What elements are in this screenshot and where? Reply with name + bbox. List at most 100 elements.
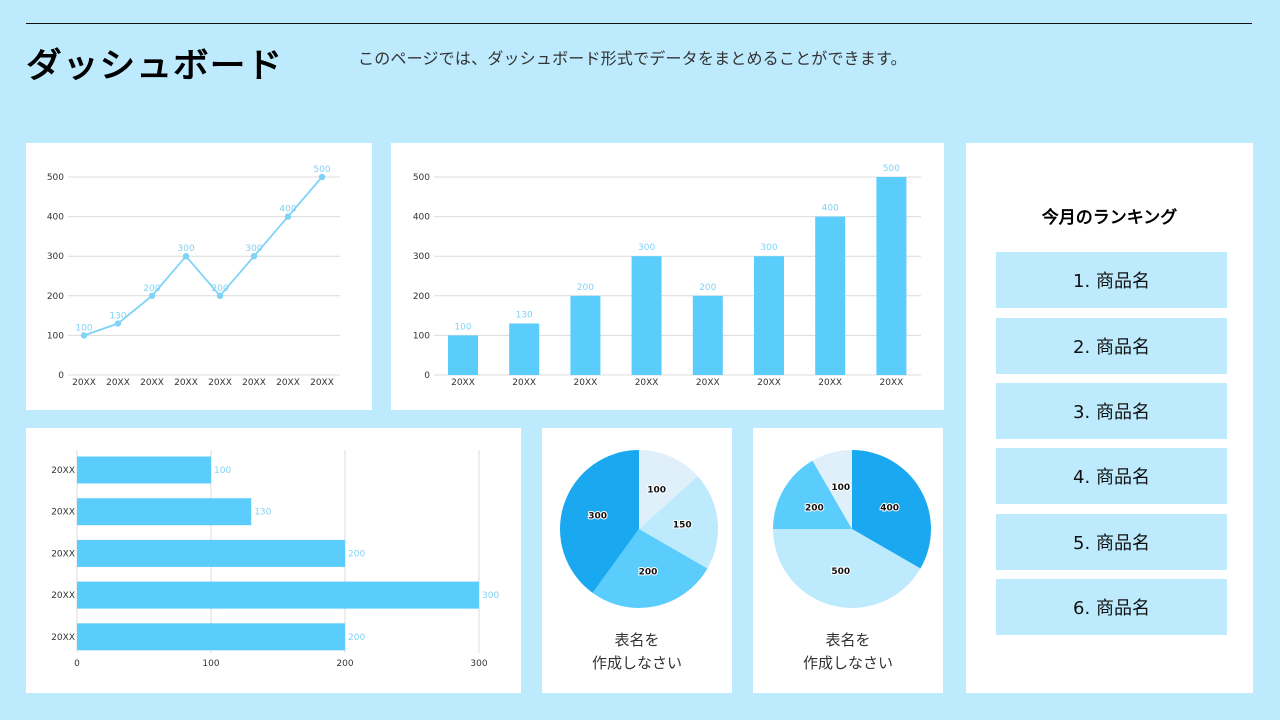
pie-slice: [773, 529, 921, 608]
pie-chart-2-caption: 表名を 作成しなさい: [753, 629, 943, 675]
data-point: [250, 253, 258, 260]
bar-chart-card: 0 100 200 300 400 500 100 20XX 130 20XX 200 20XX 300…: [391, 143, 944, 410]
data-label: 130: [109, 312, 126, 322]
data-point: [284, 213, 292, 220]
x-tick-label: 20XX: [512, 378, 536, 388]
data-point: [148, 292, 156, 299]
y-tick-label: 300: [47, 252, 64, 262]
pie-chart-card-2: 400 500 200 100 表名を 作成しなさい: [753, 428, 943, 693]
data-label: 130: [254, 508, 271, 518]
y-tick-label: 20XX: [51, 549, 75, 559]
y-tick-label: 500: [47, 173, 64, 183]
data-label: 400: [822, 204, 839, 214]
pie-chart-1-caption: 表名を 作成しなさい: [542, 629, 732, 675]
horizontal-bar-chart-card: 0 100 200 300 100 20XX 130 20XX 200 20XX 300 20XX 20…: [26, 428, 521, 693]
pie-caption-line1: 表名を: [614, 631, 660, 649]
pie-caption-line1: 表名を: [825, 631, 871, 649]
data-label: 300: [760, 243, 777, 253]
y-tick-label: 400: [47, 213, 64, 223]
bar: [815, 216, 846, 375]
y-tick-label: 400: [413, 213, 430, 223]
bar: [570, 295, 601, 375]
bar: [77, 581, 479, 609]
pie-slice: [639, 476, 718, 569]
data-label: 400: [279, 205, 296, 215]
x-tick-label: 20XX: [818, 378, 842, 388]
bar: [448, 335, 478, 375]
data-label: 500: [313, 165, 330, 175]
line-chart: 0 100 200 300 400 500 100 20XX 130 20XX 200 20XX 300…: [47, 165, 340, 388]
bar: [509, 323, 540, 375]
pie-chart-1: 100 150 200 300: [560, 450, 718, 608]
y-tick-label: 500: [413, 173, 430, 183]
data-label: 200: [348, 633, 365, 643]
pie-caption-line2: 作成しなさい: [591, 654, 682, 672]
page-title: ダッシュボード: [26, 46, 284, 86]
x-tick-label: 200: [336, 659, 353, 669]
x-tick-label: 20XX: [574, 378, 598, 388]
ranking-item[interactable]: 4. 商品名: [996, 448, 1227, 504]
pie-label: 150: [673, 520, 692, 530]
line-series: [83, 176, 323, 337]
x-tick-label: 20XX: [208, 378, 232, 388]
x-tick-label: 20XX: [757, 378, 781, 388]
data-point: [182, 253, 190, 260]
y-tick-label: 200: [47, 292, 64, 302]
pie-label: 200: [639, 568, 658, 578]
bar: [754, 256, 784, 375]
pie-label: 100: [831, 483, 850, 493]
data-label: 200: [577, 283, 594, 293]
ranking-item[interactable]: 6. 商品名: [996, 579, 1227, 635]
x-tick-label: 0: [74, 659, 80, 669]
y-tick-label: 0: [424, 371, 430, 381]
x-tick-label: 20XX: [880, 378, 904, 388]
pie-caption-line2: 作成しなさい: [802, 654, 893, 672]
y-tick-label: 20XX: [51, 508, 75, 518]
pie-label: 400: [880, 503, 899, 513]
ranking-title: 今月のランキング: [1041, 208, 1178, 228]
y-tick-label: 300: [413, 252, 430, 262]
y-tick-label: 20XX: [51, 466, 75, 476]
bar: [631, 256, 662, 375]
ranking-item[interactable]: 3. 商品名: [996, 383, 1227, 439]
bar: [876, 177, 907, 375]
x-tick-label: 20XX: [174, 378, 198, 388]
x-tick-label: 300: [470, 659, 487, 669]
ranking-item[interactable]: 5. 商品名: [996, 514, 1227, 570]
pie-slice: [560, 450, 639, 593]
header-rule: [26, 23, 1252, 24]
y-tick-label: 20XX: [51, 591, 75, 601]
data-label: 300: [482, 591, 499, 601]
pie-label: 500: [831, 567, 850, 577]
data-label: 300: [177, 244, 194, 254]
pie-label: 100: [647, 485, 666, 495]
pie-slice: [852, 450, 931, 569]
pie-slice: [639, 450, 698, 529]
x-tick-label: 20XX: [451, 378, 475, 388]
data-label: 100: [214, 466, 231, 476]
y-tick-label: 0: [58, 371, 64, 381]
data-point: [216, 292, 224, 299]
bar: [77, 498, 252, 526]
data-label: 300: [245, 244, 262, 254]
horizontal-bar-chart: 0 100 200 300 100 20XX 130 20XX 200 20XX 300 20XX 20…: [51, 450, 499, 669]
bar: [77, 539, 345, 567]
y-tick-label: 100: [47, 331, 64, 341]
x-tick-label: 100: [202, 659, 219, 669]
data-label: 200: [211, 284, 228, 294]
ranking-item[interactable]: 2. 商品名: [996, 318, 1227, 374]
data-label: 500: [883, 164, 900, 174]
bar-chart: 0 100 200 300 400 500 100 20XX 130 20XX 200 20XX 300…: [413, 164, 921, 388]
pie-slice: [812, 450, 852, 529]
y-tick-label: 100: [413, 331, 430, 341]
data-label: 200: [699, 283, 716, 293]
bar: [692, 295, 723, 375]
data-point: [318, 173, 326, 181]
data-label: 130: [516, 311, 533, 321]
bar: [77, 456, 211, 484]
ranking-card: 今月のランキング 1. 商品名 2. 商品名 3. 商品名 4. 商品名 5. …: [966, 143, 1253, 693]
x-tick-label: 20XX: [276, 378, 300, 388]
ranking-item[interactable]: 1. 商品名: [996, 252, 1227, 308]
pie-label: 300: [588, 512, 607, 522]
x-tick-label: 20XX: [140, 378, 164, 388]
